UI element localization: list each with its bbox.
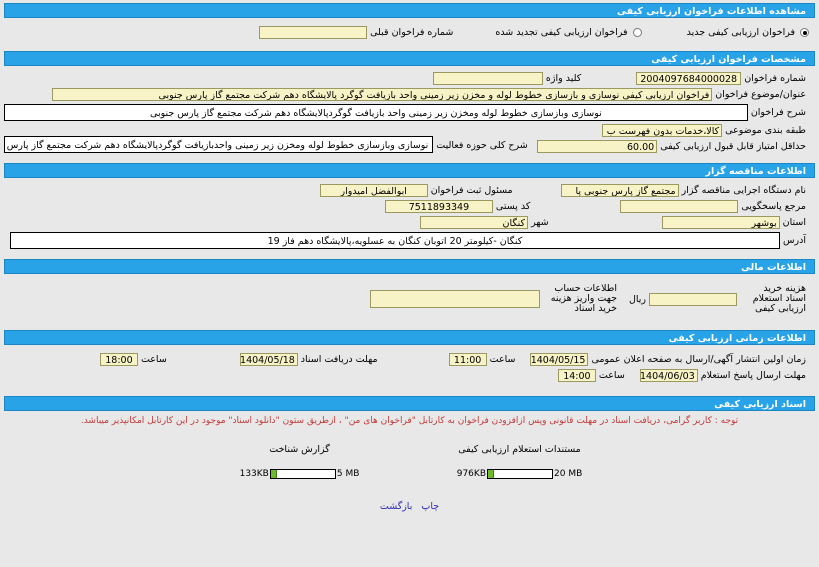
deadline-time-value: 14:00 (557, 369, 596, 382)
document-item: مستندات استعلام ارزیابی کیفی 976KB 20 MB (425, 444, 615, 479)
description-label: شرح فراخوان (750, 107, 806, 118)
subject-label: عنوان/موضوع فراخوان (715, 89, 806, 100)
page-root: مشاهده اطلاعات فراخوان ارزیابی کیفی فراخ… (0, 3, 819, 567)
timing-section-body: زمان اولین انتشار آگهی/ارسال به صفحه اعل… (0, 345, 819, 393)
province-value: بوشهر (661, 216, 780, 229)
agency-name-value: مجتمع گاز پارس جنوبی پا (560, 184, 679, 197)
specs-section-body: شماره فراخوان 2004097684000028 کلید واژه… (0, 66, 819, 160)
radio-new-call-label: فراخوان ارزیابی کیفی جدید (686, 27, 796, 38)
currency-label: ریال (628, 293, 646, 305)
document-title: گزارش شناخت (269, 444, 330, 455)
registrar-label: مسئول ثبت فراخوان (430, 185, 513, 196)
deadline-date-label: مهلت ارسال پاسخ استعلام (700, 370, 806, 381)
subject-value: فراخوان ارزیابی کیفی نوسازی و بازسازی خط… (52, 88, 713, 101)
publish-time-label: ساعت (489, 354, 516, 365)
financial-section-body: هزینه خرید اسناد استعلام ارزیابی کیفی ری… (0, 274, 819, 327)
province-label: استان (782, 217, 807, 228)
document-meter-line: 976KB 20 MB (425, 469, 615, 479)
keyword-label: کلید واژه (545, 73, 582, 84)
address-label: آدرس (782, 235, 806, 246)
account-info-label: اطلاعات حساب جهت واریز هزینه خرید اسناد (550, 283, 617, 314)
activity-scope-label: شرح کلی حوزه فعالیت (436, 140, 528, 151)
radio-new-call-dot[interactable] (800, 28, 809, 37)
postal-code-label: کد پستی (495, 201, 531, 212)
publish-date-value: 1404/05/15 (530, 353, 589, 366)
documents-meters: مستندات استعلام ارزیابی کیفی 976KB 20 MB… (0, 444, 819, 479)
agency-name-label: نام دستگاه اجرایی مناقصه گزار (681, 185, 807, 196)
document-used-size: 133KB (239, 469, 269, 479)
footer-actions: چاپ بازگشت (0, 501, 819, 512)
radio-new-call[interactable]: فراخوان ارزیابی کیفی جدید (684, 27, 809, 38)
deadline-date-value: 1404/06/03 (639, 369, 698, 382)
deadline-time-label: ساعت (598, 370, 625, 381)
radio-renewed-call-dot[interactable] (632, 28, 642, 37)
classification-value: کالا،خدمات بدون فهرست ب (602, 124, 723, 137)
prev-call-number-input[interactable] (259, 26, 368, 39)
city-value: کنگان (420, 216, 529, 229)
document-size-meter-fill (488, 470, 494, 478)
address-value: کنگان -کیلومتر 20 اتوبان کنگان به عسلویه… (9, 232, 780, 249)
document-item: گزارش شناخت 133KB 5 MB (205, 444, 395, 479)
header-section-body: فراخوان ارزیابی کیفی جدید فراخوان ارزیاب… (0, 18, 819, 48)
postal-code-value: 7511893349 (384, 200, 493, 213)
document-meter-line: 133KB 5 MB (205, 469, 395, 479)
min-score-label: حداقل امتیاز قابل قبول ارزیابی کیفی (660, 141, 806, 152)
documents-warning-text: توجه : کاربر گرامی، دریافت اسناد در مهلت… (80, 416, 739, 426)
document-size-meter (269, 469, 336, 479)
document-size-meter (487, 469, 553, 479)
classification-label: طبقه بندی موضوعی (725, 125, 806, 136)
radio-renewed-call-label: فراخوان ارزیابی کیفی تجدید شده (495, 27, 628, 38)
responder-label: مرجع پاسخگویی (741, 201, 806, 212)
document-used-size: 976KB (456, 469, 486, 479)
publish-time-value: 11:00 (448, 353, 487, 366)
back-link[interactable]: بازگشت (379, 501, 413, 512)
document-title: مستندات استعلام ارزیابی کیفی (458, 444, 581, 455)
section-header-call-specs: مشخصات فراخوان ارزیابی کیفی (4, 51, 815, 66)
keyword-input[interactable] (432, 72, 543, 85)
doc-cost-input[interactable] (649, 292, 737, 306)
print-link[interactable]: چاپ (421, 501, 440, 512)
document-limit-size: 20 MB (554, 469, 583, 479)
receive-time-value: 18:00 (99, 353, 138, 366)
section-header-view-info: مشاهده اطلاعات فراخوان ارزیابی کیفی (4, 3, 815, 18)
responder-value (620, 200, 739, 213)
section-header-qualification-docs: اسناد ارزیابی کیفی (4, 396, 815, 411)
prev-call-number-label: شماره فراخوان قبلی (370, 27, 454, 38)
call-number-value: 2004097684000028 (636, 72, 742, 85)
agency-section-body: نام دستگاه اجرایی مناقصه گزار مجتمع گاز … (0, 178, 819, 256)
receive-time-label: ساعت (140, 354, 167, 365)
call-number-label: شماره فراخوان (744, 73, 806, 84)
account-info-input[interactable] (369, 290, 540, 308)
publish-date-label: زمان اولین انتشار آگهی/ارسال به صفحه اعل… (591, 354, 806, 365)
receive-date-value: 1404/05/18 (239, 353, 298, 366)
registrar-value: ابوالفضل امیدوار (319, 184, 428, 197)
section-header-financial-info: اطلاعات مالی (4, 259, 815, 274)
receive-date-label: مهلت دریافت اسناد (300, 354, 378, 365)
activity-scope-value: نوسازی وبازسازی خطوط لوله ومخزن زیر زمین… (4, 136, 434, 153)
section-header-agency-info: اطلاعات مناقصه گزار (4, 163, 815, 178)
section-header-timing-info: اطلاعات زمانی ارزیابی کیفی (4, 330, 815, 345)
min-score-value: 60.00 (537, 140, 658, 153)
city-label: شهر (531, 217, 549, 228)
description-value: نوسازی وبازسازی خطوط لوله ومخزن زیر زمین… (4, 104, 748, 121)
document-limit-size: 5 MB (336, 469, 360, 479)
doc-cost-label: هزینه خرید اسناد استعلام ارزیابی کیفی (752, 283, 806, 314)
document-size-meter-fill (270, 470, 277, 478)
radio-renewed-call[interactable]: فراخوان ارزیابی کیفی تجدید شده (492, 27, 642, 38)
